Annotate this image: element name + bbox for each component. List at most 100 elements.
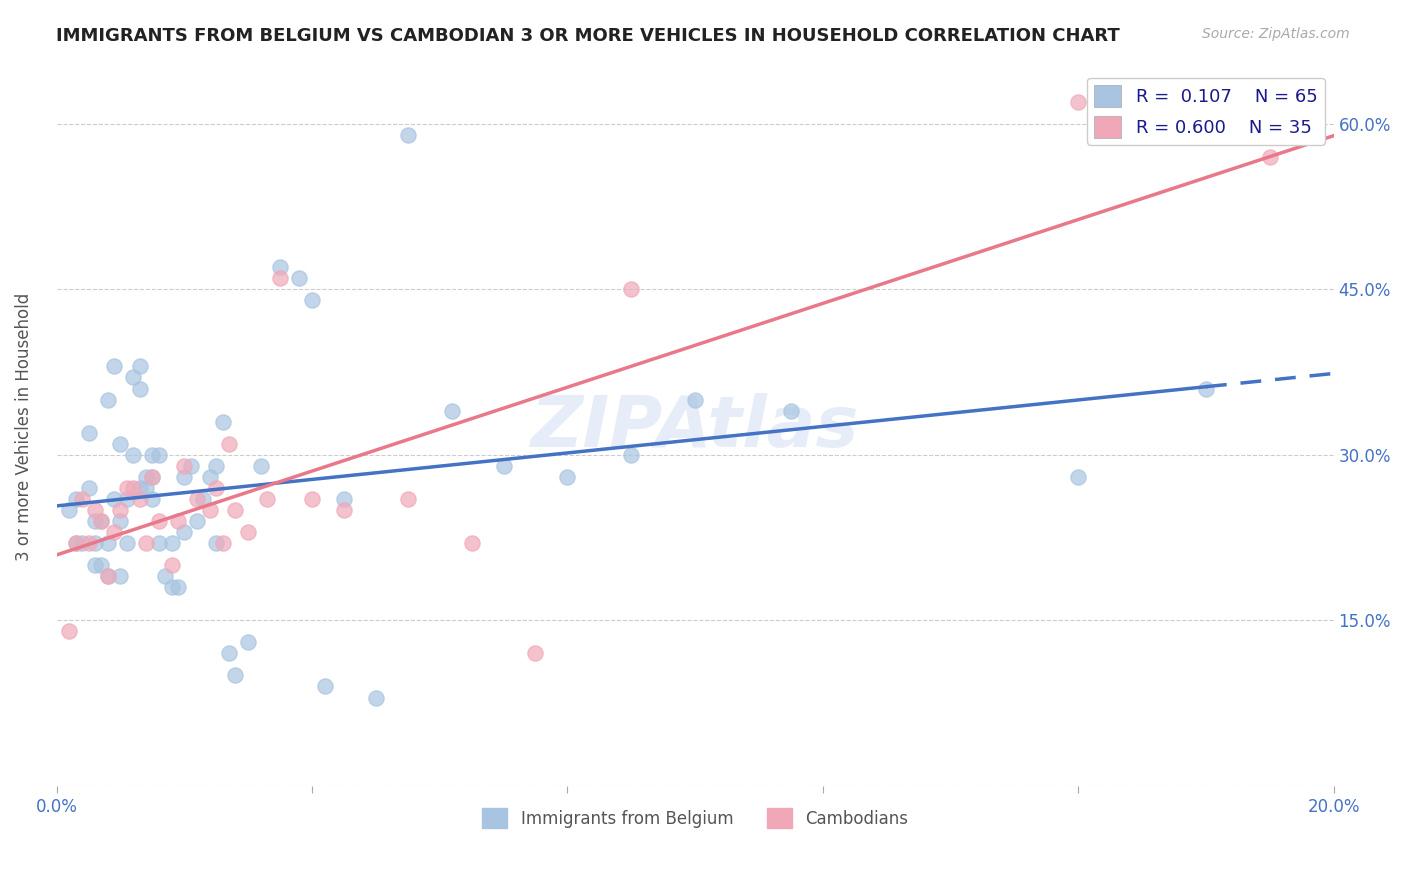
Point	[103, 491, 125, 506]
Point	[128, 481, 150, 495]
Point	[122, 481, 145, 495]
Point	[364, 690, 387, 705]
Point	[65, 491, 87, 506]
Point	[77, 481, 100, 495]
Point	[128, 491, 150, 506]
Point	[250, 458, 273, 473]
Point	[97, 536, 120, 550]
Point	[211, 536, 233, 550]
Y-axis label: 3 or more Vehicles in Household: 3 or more Vehicles in Household	[15, 293, 32, 561]
Point	[90, 558, 112, 573]
Point	[301, 293, 323, 308]
Point	[396, 128, 419, 142]
Point	[84, 558, 107, 573]
Point	[135, 470, 157, 484]
Point	[396, 491, 419, 506]
Point	[110, 436, 132, 450]
Point	[1258, 150, 1281, 164]
Point	[103, 359, 125, 374]
Point	[90, 514, 112, 528]
Point	[269, 260, 291, 274]
Point	[198, 503, 221, 517]
Point	[160, 580, 183, 594]
Point	[141, 470, 163, 484]
Point	[1067, 470, 1090, 484]
Point	[238, 635, 260, 649]
Text: ZIPAtlas: ZIPAtlas	[531, 392, 859, 462]
Point	[1195, 382, 1218, 396]
Point	[141, 448, 163, 462]
Point	[58, 624, 80, 639]
Point	[84, 503, 107, 517]
Point	[153, 569, 176, 583]
Point	[115, 491, 138, 506]
Point	[77, 425, 100, 440]
Point	[148, 536, 170, 550]
Point	[148, 514, 170, 528]
Point	[122, 448, 145, 462]
Point	[97, 392, 120, 407]
Point	[620, 282, 643, 296]
Point	[524, 646, 547, 660]
Point	[620, 448, 643, 462]
Point	[173, 458, 195, 473]
Point	[160, 558, 183, 573]
Point	[198, 470, 221, 484]
Point	[180, 458, 202, 473]
Point	[128, 359, 150, 374]
Point	[84, 536, 107, 550]
Point	[115, 536, 138, 550]
Point	[780, 403, 803, 417]
Point	[173, 524, 195, 539]
Point	[683, 392, 706, 407]
Point	[135, 481, 157, 495]
Point	[141, 491, 163, 506]
Point	[167, 580, 190, 594]
Point	[103, 524, 125, 539]
Point	[148, 448, 170, 462]
Point	[77, 536, 100, 550]
Point	[492, 458, 515, 473]
Point	[557, 470, 579, 484]
Point	[256, 491, 278, 506]
Point	[110, 569, 132, 583]
Point	[441, 403, 464, 417]
Point	[333, 503, 356, 517]
Point	[301, 491, 323, 506]
Text: IMMIGRANTS FROM BELGIUM VS CAMBODIAN 3 OR MORE VEHICLES IN HOUSEHOLD CORRELATION: IMMIGRANTS FROM BELGIUM VS CAMBODIAN 3 O…	[56, 27, 1121, 45]
Point	[65, 536, 87, 550]
Point	[110, 514, 132, 528]
Point	[173, 470, 195, 484]
Point	[224, 503, 246, 517]
Point	[238, 524, 260, 539]
Point	[1067, 95, 1090, 109]
Point	[135, 536, 157, 550]
Point	[167, 514, 190, 528]
Point	[70, 536, 93, 550]
Point	[205, 481, 228, 495]
Point	[90, 514, 112, 528]
Point	[288, 271, 311, 285]
Point	[97, 569, 120, 583]
Point	[65, 536, 87, 550]
Point	[333, 491, 356, 506]
Point	[218, 646, 240, 660]
Point	[122, 370, 145, 384]
Point	[205, 458, 228, 473]
Point	[70, 491, 93, 506]
Point	[211, 415, 233, 429]
Legend: Immigrants from Belgium, Cambodians: Immigrants from Belgium, Cambodians	[475, 801, 915, 835]
Point	[160, 536, 183, 550]
Point	[110, 503, 132, 517]
Point	[224, 668, 246, 682]
Point	[186, 491, 208, 506]
Point	[218, 436, 240, 450]
Point	[97, 569, 120, 583]
Point	[205, 536, 228, 550]
Point	[186, 514, 208, 528]
Point	[115, 481, 138, 495]
Point	[460, 536, 482, 550]
Text: Source: ZipAtlas.com: Source: ZipAtlas.com	[1202, 27, 1350, 41]
Point	[314, 680, 336, 694]
Point	[141, 470, 163, 484]
